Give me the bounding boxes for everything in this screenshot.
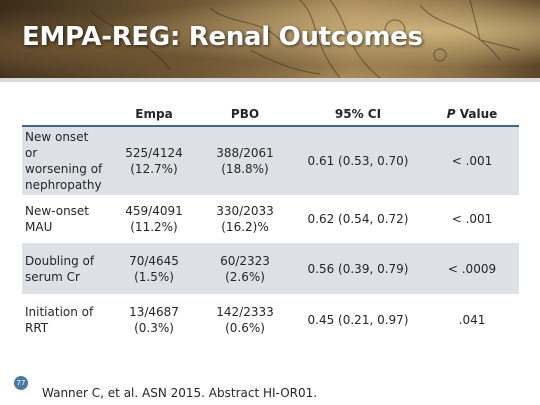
pbo-cell: 60/2323 (2.6%) bbox=[199, 243, 291, 294]
header-outcome bbox=[22, 103, 109, 127]
table-row: Initiation of RRT 13/4687 (0.3%) 142/2333(… bbox=[22, 294, 519, 345]
header-p-value: P Value bbox=[425, 103, 519, 127]
table-row: Doubling of serum Cr 70/4645 (1.5%) 60/232… bbox=[22, 243, 519, 294]
ci-cell: 0.61 (0.53, 0.70) bbox=[291, 126, 425, 195]
ci-cell: 0.56 (0.39, 0.79) bbox=[291, 243, 425, 294]
title-divider bbox=[0, 78, 540, 82]
outcome-label: Doubling of serum Cr bbox=[22, 243, 109, 294]
header-empa: Empa bbox=[109, 103, 199, 127]
renal-outcomes-table: Empa PBO 95% CI P Value New onset or wors… bbox=[22, 103, 519, 345]
table-row: New onset or worsening of nephropathy 525/… bbox=[22, 126, 519, 195]
page-number-badge: 77 bbox=[14, 376, 28, 390]
table-row: New-onset MAU 459/4091 (11.2%) 330/2033 (16… bbox=[22, 195, 519, 243]
header-p-letter: P bbox=[446, 107, 456, 121]
empa-cell: 13/4687 (0.3%) bbox=[129, 304, 179, 335]
p-value-cell: .041 bbox=[458, 312, 486, 327]
banner-texture bbox=[89, 0, 521, 78]
p-value-cell: < .001 bbox=[451, 212, 493, 226]
header-p-suffix: Value bbox=[455, 107, 498, 121]
pbo-cell: 330/2033 (16.2)% bbox=[216, 204, 274, 234]
outcome-label: New onset or worsening of nephropathy bbox=[22, 126, 109, 195]
empa-cell: 459/4091 (11.2%) bbox=[125, 204, 183, 234]
ci-cell: 0.45 (0.21, 0.97) bbox=[307, 312, 409, 327]
header-pbo: PBO bbox=[199, 103, 291, 127]
pbo-cell: 142/2333 (0.6%) bbox=[216, 304, 274, 335]
outcome-label: Initiation of RRT bbox=[25, 304, 94, 335]
empa-cell: 525/4124 (12.7%) bbox=[109, 126, 199, 195]
empa-cell: 70/4645 (1.5%) bbox=[109, 243, 199, 294]
ci-cell: 0.62 (0.54, 0.72) bbox=[307, 212, 409, 226]
outcome-label: New-onset MAU bbox=[25, 204, 90, 234]
pbo-cell: 388/2061 (18.8%) bbox=[199, 126, 291, 195]
title-banner: EMPA-REG: Renal Outcomes bbox=[0, 0, 540, 78]
header-ci: 95% CI bbox=[291, 103, 425, 127]
source-citation: Wanner C, et al. ASN 2015. Abstract HI-O… bbox=[42, 386, 318, 400]
p-value-cell: < .001 bbox=[425, 126, 519, 195]
p-value-cell: < .0009 bbox=[425, 243, 519, 294]
slide-title: EMPA-REG: Renal Outcomes bbox=[22, 22, 423, 52]
table-header-row: Empa PBO 95% CI P Value bbox=[22, 103, 519, 127]
